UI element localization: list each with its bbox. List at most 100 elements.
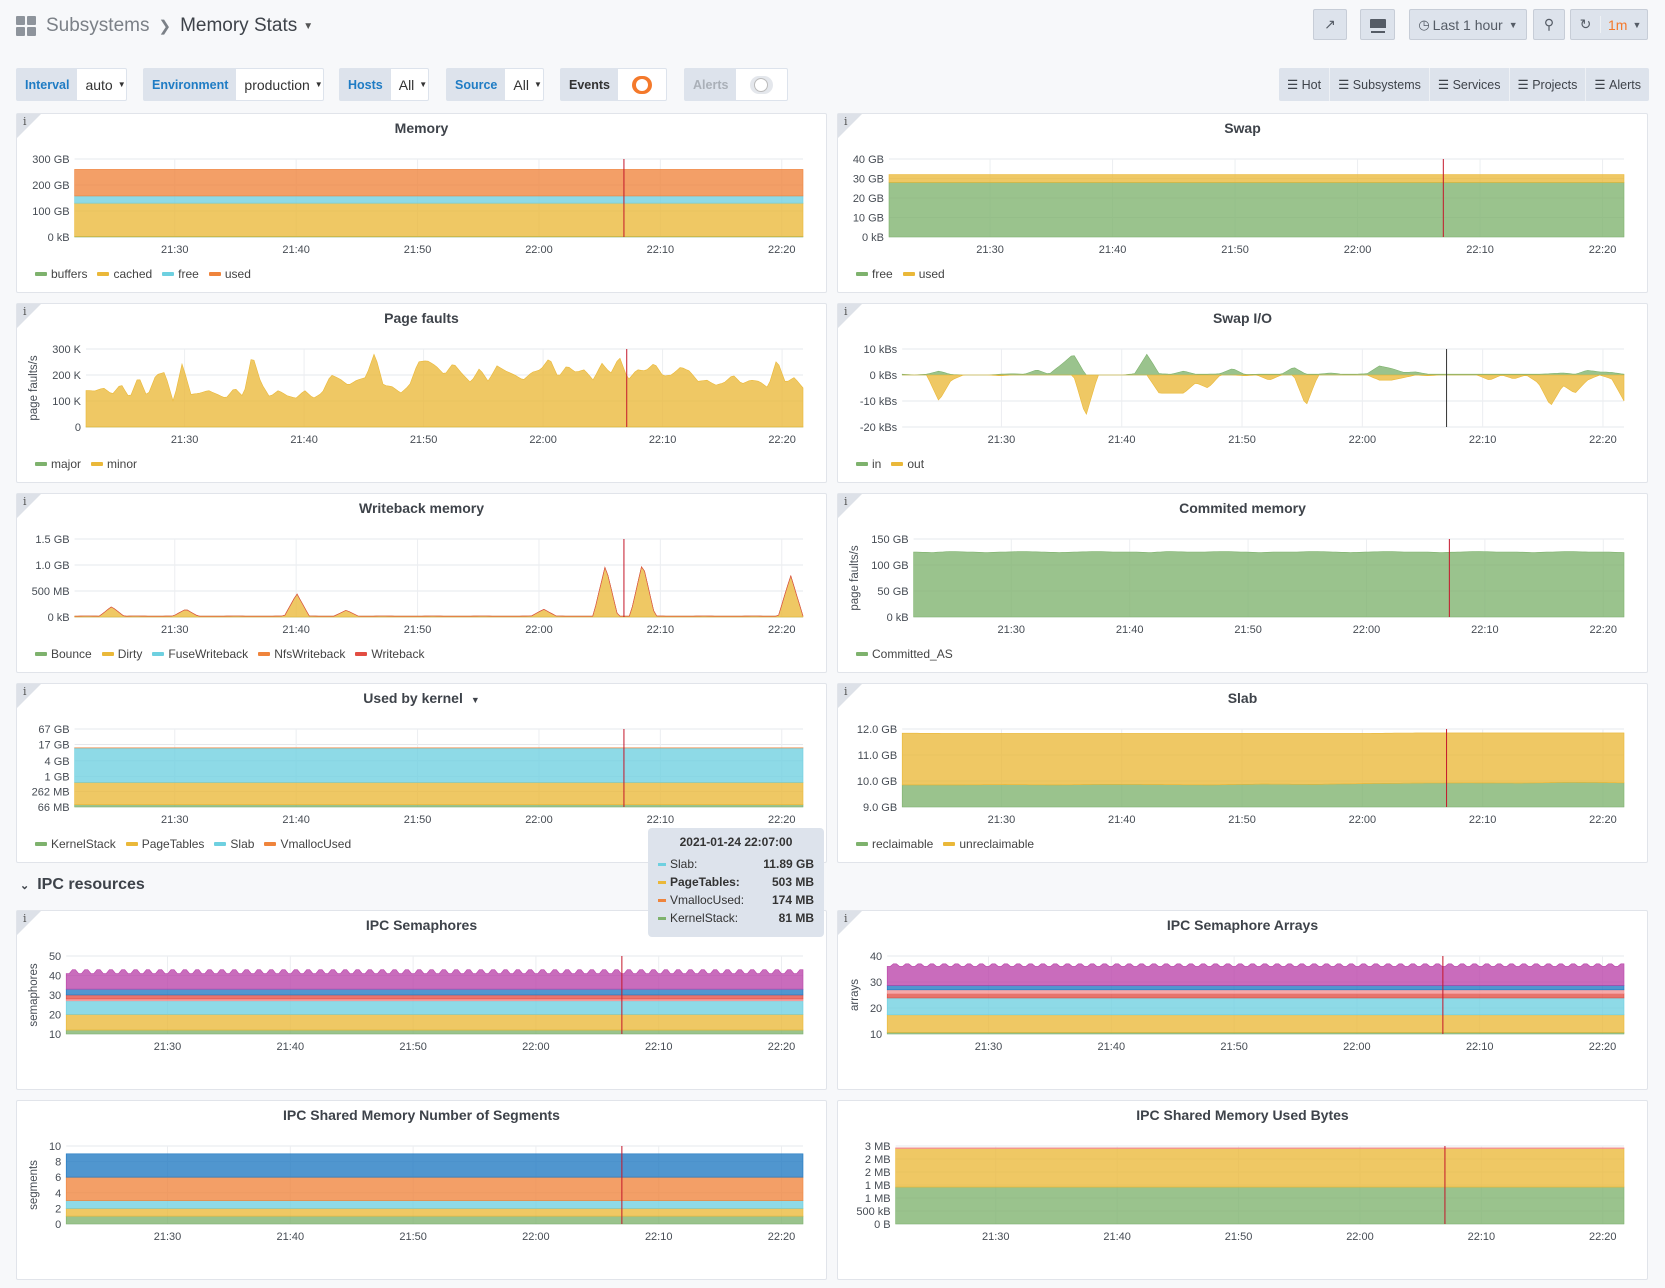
legend-item-vmallocused[interactable]: VmallocUsed <box>264 837 351 851</box>
legend-item-in[interactable]: in <box>856 457 881 471</box>
graph-slab[interactable]: 9.0 GB 10.0 GB 11.0 GB 12.0 GB 21:30 21:40 21:… <box>838 684 1649 864</box>
panel-title[interactable]: Swap I/O <box>1212 310 1273 326</box>
events-toggle[interactable] <box>632 75 652 94</box>
panel-ipc-sem[interactable]: i IPC Semaphores 10 20 30 40 50 21:30 21:40 21:50… <box>16 910 827 1090</box>
variable-alerts[interactable]: Alerts <box>684 68 788 101</box>
variable-source[interactable]: Source All ▼ <box>446 68 544 101</box>
link-alerts[interactable]: ☰ Alerts <box>1585 68 1649 101</box>
legend-item-used[interactable]: used <box>902 267 945 281</box>
time-picker-button[interactable]: ◷ Last 1 hour ▼ <box>1409 9 1527 40</box>
legend-item-free[interactable]: free <box>856 267 893 281</box>
source-select[interactable]: All ▼ <box>513 76 542 93</box>
legend-item-buffers[interactable]: buffers <box>35 267 87 281</box>
panel-info-corner[interactable] <box>838 304 862 328</box>
panel-title[interactable]: Swap <box>1224 120 1261 136</box>
info-icon[interactable]: i <box>23 685 27 698</box>
legend-item-cached[interactable]: cached <box>97 267 152 281</box>
link-projects[interactable]: ☰ Projects <box>1508 68 1586 101</box>
legend-item-pagetables[interactable]: PageTables <box>125 837 204 851</box>
info-icon[interactable]: i <box>23 912 27 925</box>
panel-info-corner[interactable] <box>17 911 41 935</box>
panel-info-corner[interactable] <box>17 494 41 518</box>
breadcrumb-parent[interactable]: Subsystems <box>46 15 150 36</box>
graph-swap[interactable]: 0 kB 10 GB 20 GB 30 GB 40 GB 21:30 21:40 21:50 2… <box>838 114 1649 294</box>
interval-select[interactable]: auto ▼ <box>85 76 126 93</box>
caret-down-icon[interactable]: ▼ <box>303 20 314 32</box>
panel-title[interactable]: IPC Shared Memory Used Bytes <box>1136 1107 1349 1123</box>
panel-info-corner[interactable] <box>838 114 862 138</box>
legend-item-fusewriteback[interactable]: FuseWriteback <box>152 647 248 661</box>
legend-item-unreclaimable[interactable]: unreclaimable <box>943 837 1034 851</box>
variable-hosts[interactable]: Hosts All ▼ <box>339 68 429 101</box>
info-icon[interactable]: i <box>23 495 27 508</box>
graph-ipc-sem[interactable]: 10 20 30 40 50 21:30 21:40 21:50 22:00 22:10 22:20… <box>17 911 828 1091</box>
link-hot[interactable]: ☰ Hot <box>1286 77 1322 93</box>
legend-item-major[interactable]: major <box>35 457 81 471</box>
legend-item-slab[interactable]: Slab <box>214 837 254 851</box>
legend-item-minor[interactable]: minor <box>91 457 137 471</box>
refresh-button[interactable]: ↻ 1m ▼ <box>1570 9 1648 40</box>
legend-item-kernelstack[interactable]: KernelStack <box>35 837 116 851</box>
graph-swap-io[interactable]: -20 kBs -10 kBs 0 kBs 10 kBs 21:30 21:40 21:50… <box>838 304 1649 484</box>
legend-item-dirty[interactable]: Dirty <box>101 647 142 661</box>
legend-item-out[interactable]: out <box>891 457 924 471</box>
legend-item-bounce[interactable]: Bounce <box>35 647 92 661</box>
info-icon[interactable]: i <box>844 685 848 698</box>
variable-events[interactable]: Events <box>560 68 667 101</box>
panel-info-corner[interactable] <box>838 911 862 935</box>
panel-ipc-shm-segments[interactable]: IPC Shared Memory Number of Segments 0 2 4 6… <box>16 1100 827 1280</box>
dashboard-grid-icon[interactable] <box>16 16 36 36</box>
panel-info-corner[interactable] <box>17 304 41 328</box>
panel-title[interactable]: Page faults <box>384 310 459 326</box>
panel-info-corner[interactable] <box>838 684 862 708</box>
panel-title[interactable]: IPC Shared Memory Number of Segments <box>283 1107 560 1123</box>
panel-slab[interactable]: i Slab 9.0 GB 10.0 GB 11.0 GB 12.0 GB 21:30 21:… <box>837 683 1648 863</box>
info-icon[interactable]: i <box>844 305 848 318</box>
zoom-out-button[interactable]: ⚲ <box>1533 9 1565 40</box>
environment-select[interactable]: production ▼ <box>244 76 323 93</box>
panel-title[interactable]: IPC Semaphore Arrays <box>1166 917 1319 933</box>
info-icon[interactable]: i <box>844 912 848 925</box>
legend-item-free[interactable]: free <box>162 267 199 281</box>
panel-memory[interactable]: i Memory 0 kB 100 GB 200 GB 300 GB 21:30 21:40 2… <box>16 113 827 293</box>
panel-title[interactable]: Writeback memory <box>358 500 484 516</box>
info-icon[interactable]: i <box>23 115 27 128</box>
panel-ipc-sem-arrays[interactable]: i IPC Semaphore Arrays 10 20 30 40 21:30 21:40 2… <box>837 910 1648 1090</box>
hosts-select[interactable]: All ▼ <box>398 76 428 93</box>
panel-title[interactable]: Memory <box>394 120 449 136</box>
tv-mode-button[interactable] <box>1360 9 1395 40</box>
graph-kernel[interactable]: 66 MB 262 MB 1 GB 4 GB 17 GB 67 GB 21:30 21:40 2… <box>17 684 828 864</box>
panel-title[interactable]: Slab <box>1227 690 1258 706</box>
graph-ipc-shm-segments[interactable]: 0 2 4 6 8 10 21:30 21:40 21:50 22:00 22:10 22:20 seg… <box>17 1101 828 1281</box>
graph-committed[interactable]: 0 kB 50 GB 100 GB 150 GB 21:30 21:40 21:50 22:0… <box>838 494 1649 674</box>
graph-ipc-sem-arrays[interactable]: 10 20 30 40 21:30 21:40 21:50 22:00 22:10 22:20 ar… <box>838 911 1649 1091</box>
panel-title[interactable]: Used by kernel ▼ <box>363 690 480 706</box>
legend-item-committed-as[interactable]: Committed_AS <box>856 647 953 661</box>
refresh-interval-picker[interactable]: 1m <box>1608 16 1628 33</box>
graph-memory[interactable]: 0 kB 100 GB 200 GB 300 GB 21:30 21:40 21:50 22:… <box>17 114 828 294</box>
link-subsystems[interactable]: ☰ Subsystems <box>1329 68 1429 101</box>
page-title[interactable]: Memory Stats <box>180 15 298 36</box>
graph-page-faults[interactable]: 0 100 K 200 K 300 K 21:30 21:40 21:50 22:00 22:1… <box>17 304 828 484</box>
info-icon[interactable]: i <box>844 495 848 508</box>
info-icon[interactable]: i <box>23 305 27 318</box>
panel-committed[interactable]: i Commited memory 0 kB 50 GB 100 GB 150 GB 21:… <box>837 493 1648 673</box>
legend-item-writeback[interactable]: Writeback <box>355 647 424 661</box>
variable-interval[interactable]: Interval auto ▼ <box>16 68 127 101</box>
panel-ipc-shm-bytes[interactable]: IPC Shared Memory Used Bytes 0 B 500 kB 1 M… <box>837 1100 1648 1280</box>
legend-item-nfswriteback[interactable]: NfsWriteback <box>258 647 345 661</box>
legend-item-used[interactable]: used <box>208 267 251 281</box>
row-ipc-resources[interactable]: ⌄ IPC resources <box>20 876 145 894</box>
panel-info-corner[interactable] <box>838 494 862 518</box>
panel-title[interactable]: IPC Semaphores <box>365 917 478 933</box>
panel-writeback[interactable]: i Writeback memory 0 kB 500 MB 1.0 GB 1.5 GB 2… <box>16 493 827 673</box>
panel-swap-io[interactable]: i Swap I/O -20 kBs -10 kBs 0 kBs 10 kBs 21:30 2… <box>837 303 1648 483</box>
info-icon[interactable]: i <box>844 115 848 128</box>
link-services[interactable]: ☰ Services <box>1428 68 1509 101</box>
panel-title[interactable]: Commited memory <box>1179 500 1306 516</box>
graph-writeback[interactable]: 0 kB 500 MB 1.0 GB 1.5 GB 21:30 21:40 21:50 22:… <box>17 494 828 674</box>
variable-environment[interactable]: Environment production ▼ <box>143 68 324 101</box>
panel-swap[interactable]: i Swap 0 kB 10 GB 20 GB 30 GB 40 GB 21:30 21:40 2… <box>837 113 1648 293</box>
caret-down-icon[interactable]: ▼ <box>470 695 480 705</box>
